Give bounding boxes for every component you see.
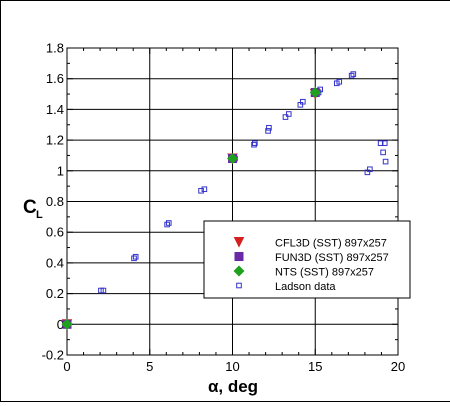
x-tick-label: 15 <box>308 359 322 374</box>
legend-label: NTS (SST) 897x257 <box>275 267 374 279</box>
data-point <box>198 187 204 194</box>
data-point <box>227 153 238 165</box>
legend-label: FUN3D (SST) 897x257 <box>275 252 389 264</box>
y-tick-label: 0.6 <box>46 225 64 240</box>
series-diamond <box>61 87 321 330</box>
data-point <box>309 87 321 99</box>
x-axis-label: α, deg <box>208 377 258 396</box>
data-point <box>367 166 373 173</box>
data-point <box>350 71 357 77</box>
data-point <box>382 158 389 165</box>
y-tick-label: 1.6 <box>46 71 64 86</box>
legend-marker <box>233 265 245 277</box>
y-tick-label: -0.2 <box>42 348 64 363</box>
y-axis-label: C L <box>23 197 43 221</box>
data-point <box>164 221 170 228</box>
data-point <box>251 141 257 148</box>
data-point <box>336 78 343 85</box>
data-point <box>300 98 306 105</box>
data-point <box>61 318 73 330</box>
y-tick-label: 1.4 <box>46 102 64 117</box>
y-tick-label: 1 <box>57 163 64 178</box>
y-tick-label: 0 <box>57 317 64 332</box>
legend-marker <box>233 237 245 248</box>
legend-marker <box>234 252 244 261</box>
data-point <box>132 253 139 260</box>
y-tick-label: 1.2 <box>46 133 64 148</box>
data-point <box>252 140 258 146</box>
axis-ticks <box>66 47 399 356</box>
data-point <box>131 255 137 262</box>
svg-text:L: L <box>36 209 43 221</box>
x-tick-label: 20 <box>391 359 405 374</box>
x-tick-label: 10 <box>225 359 239 374</box>
legend-label: CFL3D (SST) 897x257 <box>275 238 387 250</box>
data-point <box>265 128 271 134</box>
x-tick-label: 5 <box>146 359 153 374</box>
svg-text:C: C <box>23 197 37 218</box>
data-point <box>348 72 355 79</box>
x-tick-labels: 0 5 10 15 20 <box>63 359 405 374</box>
y-tick-label: 0.2 <box>46 286 64 301</box>
y-tick-label: 1.8 <box>46 41 64 56</box>
grid-lines <box>67 48 398 355</box>
x-tick-label: 0 <box>63 359 70 374</box>
y-tick-labels: -0.2 0 0.2 0.4 0.6 0.8 1 1.2 1.4 1.6 1.8 <box>42 41 64 363</box>
legend: CFL3D (SST) 897x257 FUN3D (SST) 897x257 NT… <box>203 220 411 299</box>
y-tick-label: 0.8 <box>46 194 64 209</box>
data-point <box>165 220 172 226</box>
y-tick-label: 0.4 <box>46 255 64 270</box>
data-point <box>381 140 388 146</box>
data-point <box>266 125 272 131</box>
data-point <box>100 287 107 294</box>
data-markers <box>61 71 389 330</box>
data-point <box>380 149 386 156</box>
legend-marker <box>236 282 242 289</box>
data-point <box>201 186 208 193</box>
data-point <box>285 111 292 117</box>
legend-label: Ladson data <box>275 281 336 293</box>
series-open-square <box>63 71 389 328</box>
data-point <box>282 114 289 120</box>
